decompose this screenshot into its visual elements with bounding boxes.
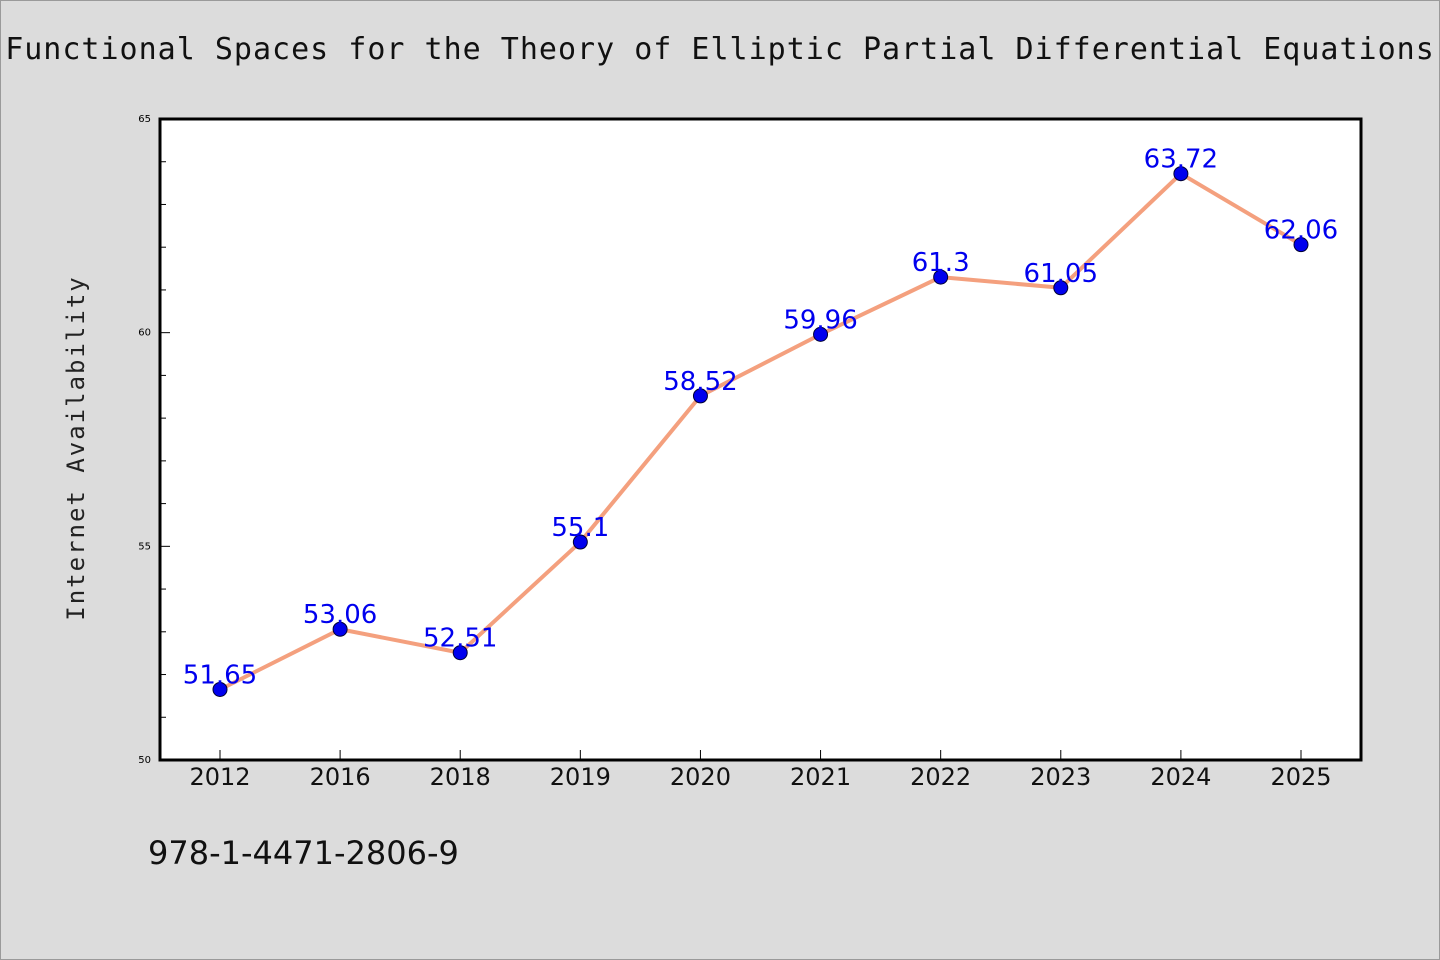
chart-title: Functional Spaces for the Theory of Elli…	[5, 32, 1435, 67]
data-label: 61.3	[912, 248, 970, 278]
x-tick-label: 2024	[1150, 763, 1211, 791]
data-point	[813, 326, 829, 342]
x-tick-label: 2022	[910, 763, 971, 791]
x-tick-label: 2020	[670, 763, 731, 791]
x-axis: 2012 2016 2018 2019 2020 2021 2022 2023 2024 2025	[189, 750, 1332, 791]
data-label: 53.06	[303, 600, 377, 630]
data-label: 58.52	[663, 367, 737, 397]
y-tick-label: 60	[138, 328, 151, 339]
data-label: 52.51	[423, 624, 497, 654]
data-point	[452, 645, 468, 661]
x-tick-label: 2016	[310, 763, 371, 791]
y-tick-label: 65	[138, 114, 151, 125]
data-label: 51.65	[183, 660, 257, 690]
y-tick-label: 55	[138, 541, 151, 552]
data-label: 62.06	[1264, 216, 1338, 246]
data-point	[1293, 237, 1309, 253]
series-line	[218, 171, 1303, 692]
data-point	[933, 269, 949, 285]
data-point	[1173, 166, 1189, 182]
data-label: 59.96	[783, 305, 857, 335]
isbn-code: 978-1-4471-2806-9	[148, 834, 459, 872]
plot-area	[158, 117, 1363, 762]
x-tick-label: 2021	[790, 763, 851, 791]
data-point	[692, 388, 708, 404]
data-point	[212, 681, 228, 697]
series-layer: 51.65 53.06 52.51 55.1 58.52 59.96 61.3 61.05 63…	[183, 145, 1338, 697]
data-label: 63.72	[1144, 145, 1218, 175]
y-tick-label: 50	[138, 755, 151, 766]
x-tick-label: 2019	[550, 763, 611, 791]
x-tick-label: 2018	[430, 763, 491, 791]
data-label: 61.05	[1024, 259, 1098, 289]
x-tick-label: 2023	[1030, 763, 1091, 791]
data-label: 55.1	[551, 513, 609, 543]
x-tick-label: 2025	[1270, 763, 1331, 791]
data-point	[572, 534, 588, 550]
y-axis: 50 55 60 65	[138, 114, 170, 766]
x-tick-label: 2012	[189, 763, 250, 791]
data-point	[332, 621, 348, 637]
data-point	[1053, 280, 1069, 296]
